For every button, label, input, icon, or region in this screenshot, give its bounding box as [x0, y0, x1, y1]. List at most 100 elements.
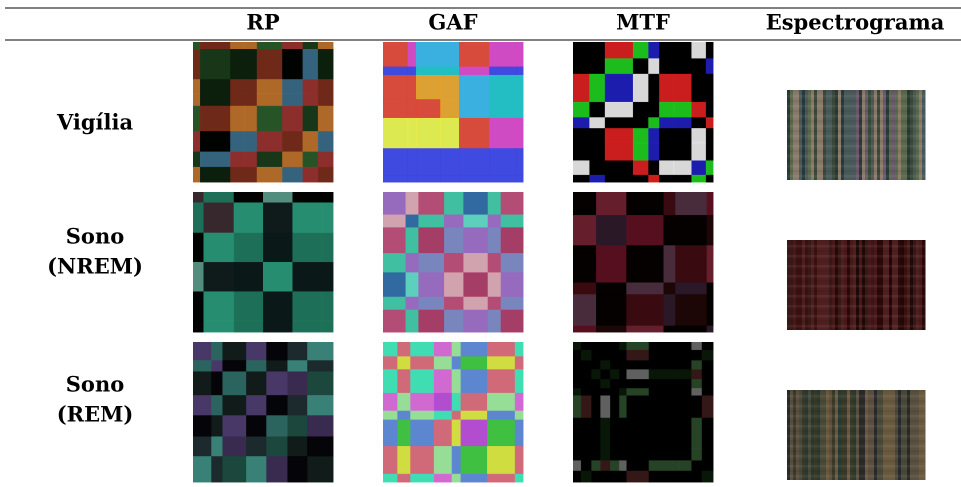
image-block [434, 393, 452, 411]
image-block [408, 42, 417, 67]
image-block [691, 342, 702, 350]
spectrogram-band [787, 475, 925, 478]
spectrogram-band [787, 395, 925, 398]
image-block [463, 215, 488, 228]
image-block [649, 449, 680, 461]
image-block [193, 360, 212, 372]
image-block [463, 227, 488, 253]
spectrogram-band [787, 460, 925, 463]
spectrogram-band [787, 125, 925, 128]
spectrogram-band [787, 320, 925, 323]
image-block [619, 369, 627, 379]
image-block [406, 272, 419, 297]
image-block [303, 131, 319, 152]
spectrogram-band [787, 295, 925, 298]
image-block [659, 117, 674, 128]
image-block [418, 297, 444, 310]
image-block [702, 395, 714, 418]
image-block [517, 118, 524, 149]
spectrogram-band [787, 415, 925, 418]
image-block [591, 418, 601, 449]
image-block [633, 175, 649, 183]
image-block [234, 262, 264, 292]
image-block [501, 253, 524, 273]
spectrogram-band [787, 290, 925, 293]
image-block [610, 342, 620, 350]
image-block [633, 74, 649, 103]
image-block [452, 446, 461, 474]
image-block [515, 369, 524, 393]
image-block [573, 369, 581, 379]
image-block [619, 388, 627, 396]
image-block [573, 360, 581, 370]
image-block [266, 415, 288, 437]
image-block [691, 128, 706, 143]
image-block [244, 152, 257, 168]
image-block [282, 152, 303, 168]
image-block [303, 79, 319, 94]
row-label: (REM) [57, 402, 134, 427]
spectrogram-image [787, 90, 926, 180]
image-block [605, 160, 634, 175]
image-block [517, 67, 524, 76]
image-block [680, 350, 692, 361]
image-block [266, 395, 288, 416]
spectrogram-band [787, 175, 925, 178]
image-block [702, 360, 714, 370]
image-block [634, 326, 664, 333]
image-block [397, 446, 410, 474]
image-block [675, 326, 707, 333]
image-block [200, 152, 231, 168]
image-block [706, 117, 714, 128]
image-block [706, 175, 714, 183]
spectrogram-band [787, 240, 925, 243]
image-block [266, 371, 288, 395]
image-block [282, 49, 303, 80]
spectrogram-band [787, 145, 925, 148]
image-block [680, 379, 692, 389]
image-block [626, 253, 634, 283]
spectrogram-band [787, 455, 925, 458]
image-block [461, 411, 488, 420]
image-block [263, 233, 293, 263]
image-block [589, 42, 605, 59]
image-block [659, 102, 674, 118]
image-block [573, 160, 590, 175]
image-block [589, 175, 605, 183]
image-block [626, 471, 649, 483]
image-block [691, 360, 702, 370]
figure-image [573, 42, 714, 183]
image-block [459, 148, 490, 176]
image-block [193, 291, 204, 321]
image-block [707, 215, 714, 246]
image-block [589, 58, 605, 74]
image-block [591, 449, 601, 461]
image-block [383, 342, 398, 357]
image-block [463, 253, 488, 273]
image-block [702, 379, 714, 389]
image-block [626, 395, 649, 418]
image-block [573, 460, 581, 471]
image-block [292, 291, 322, 321]
image-block [246, 360, 267, 372]
spectrogram-band [787, 250, 925, 253]
image-block [707, 326, 714, 333]
image-block [211, 436, 223, 456]
image-block [674, 175, 692, 183]
image-block [383, 67, 408, 76]
image-block [573, 175, 590, 183]
spectrogram-band [787, 155, 925, 158]
image-block [266, 360, 288, 372]
image-block [596, 215, 627, 246]
image-block [691, 160, 706, 175]
image-block [610, 449, 620, 461]
image-block [463, 297, 488, 310]
spectrogram-band [787, 275, 925, 278]
image-block [702, 460, 714, 471]
image-block [383, 99, 408, 118]
image-block [193, 436, 212, 456]
image-block [459, 75, 490, 100]
spectrogram-band [787, 410, 925, 413]
image-block [230, 42, 245, 50]
image-block [707, 253, 714, 283]
